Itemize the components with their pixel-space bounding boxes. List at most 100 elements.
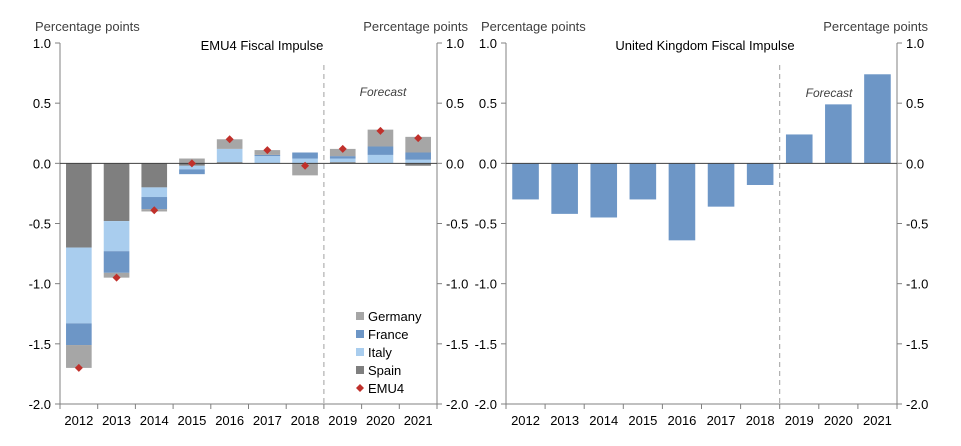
x-tick-label: 2016 — [215, 413, 244, 428]
bar-italy — [292, 158, 318, 164]
bar-italy — [405, 159, 431, 164]
y-axis-label-left: Percentage points — [481, 19, 586, 34]
y-tick-label-left: 0.5 — [479, 96, 497, 111]
x-tick-label: 2020 — [824, 413, 853, 428]
x-tick-label: 2012 — [64, 413, 93, 428]
y-tick-label-left: -1.5 — [475, 337, 497, 352]
bar-italy — [329, 158, 356, 163]
bar-germany — [367, 129, 394, 147]
y-tick-label-right: 0.0 — [446, 156, 464, 171]
marker-emu4 — [376, 126, 385, 135]
y-tick-label-right: 1.0 — [906, 36, 924, 51]
x-tick-label: 2019 — [328, 413, 357, 428]
y-tick-label-left: -0.5 — [29, 217, 51, 232]
bar-spain — [405, 163, 431, 166]
bar-france — [66, 323, 92, 346]
bar-spain — [141, 163, 168, 188]
legend-swatch-emu4 — [356, 384, 364, 392]
forecast-label: Forecast — [360, 85, 407, 99]
marker-emu4 — [112, 273, 121, 282]
y-axis-label-left: Percentage points — [35, 19, 140, 34]
forecast-label: Forecast — [806, 86, 853, 100]
x-tick-label: 2017 — [707, 413, 736, 428]
bar-spain — [66, 163, 92, 248]
chart-title: United Kingdom Fiscal Impulse — [615, 38, 794, 53]
legend-swatch-germany — [356, 312, 364, 320]
bar-germany — [66, 345, 92, 368]
legend-swatch-spain — [356, 366, 364, 374]
x-tick-label: 2018 — [746, 413, 775, 428]
y-tick-label-left: 0.0 — [33, 156, 51, 171]
marker-emu4 — [338, 144, 347, 153]
bar-italy — [179, 165, 205, 170]
x-tick-label: 2014 — [589, 413, 618, 428]
bar-united-kingdom — [629, 163, 657, 200]
legend-label: Germany — [368, 309, 422, 324]
y-tick-label-left: -0.5 — [475, 217, 497, 232]
x-tick-label: 2013 — [102, 413, 131, 428]
x-tick-label: 2016 — [667, 413, 696, 428]
y-axis-label-right: Percentage points — [363, 19, 468, 34]
marker-emu4 — [187, 159, 196, 168]
bar-united-kingdom — [551, 163, 578, 214]
bar-france — [292, 152, 318, 159]
bar-united-kingdom — [512, 163, 539, 200]
x-tick-label: 2013 — [550, 413, 579, 428]
bar-france — [254, 154, 281, 157]
bar-united-kingdom — [785, 134, 813, 164]
x-tick-label: 2021 — [863, 413, 892, 428]
y-tick-label-right: -1.0 — [906, 277, 928, 292]
bar-france — [179, 169, 205, 175]
marker-emu4 — [263, 146, 272, 155]
legend-swatch-france — [356, 330, 364, 338]
bar-italy — [66, 247, 92, 324]
legend-swatch-italy — [356, 348, 364, 356]
y-tick-label-left: 1.0 — [479, 36, 497, 51]
y-tick-label-right: 0.5 — [906, 96, 924, 111]
bar-united-kingdom — [864, 74, 891, 164]
bar-italy — [367, 154, 394, 164]
bar-italy — [254, 156, 281, 164]
y-tick-label-right: -0.5 — [906, 217, 928, 232]
bar-france — [103, 251, 130, 273]
y-tick-label-left: -1.0 — [29, 277, 51, 292]
y-tick-label-right: -0.5 — [446, 217, 468, 232]
y-tick-label-right: 0.0 — [906, 156, 924, 171]
y-tick-label-left: 0.5 — [33, 96, 51, 111]
bar-united-kingdom — [668, 163, 696, 241]
marker-emu4 — [150, 206, 159, 215]
bar-france — [405, 152, 431, 160]
y-tick-label-left: -1.0 — [475, 277, 497, 292]
y-axis-label-right: Percentage points — [823, 19, 928, 34]
y-tick-label-left: 1.0 — [33, 36, 51, 51]
bar-france — [367, 146, 394, 155]
bar-united-kingdom — [746, 163, 774, 185]
y-tick-label-right: -1.5 — [446, 337, 468, 352]
x-tick-label: 2012 — [511, 413, 540, 428]
bar-germany — [216, 139, 243, 149]
bar-united-kingdom — [825, 104, 852, 164]
chart-title: EMU4 Fiscal Impulse — [201, 38, 324, 53]
marker-emu4 — [301, 161, 310, 170]
y-tick-label-left: -2.0 — [475, 397, 497, 412]
bar-spain — [103, 163, 130, 222]
x-tick-label: 2017 — [253, 413, 282, 428]
legend-label: EMU4 — [368, 381, 404, 396]
y-tick-label-left: -1.5 — [29, 337, 51, 352]
x-tick-label: 2014 — [140, 413, 169, 428]
marker-emu4 — [414, 134, 423, 143]
bar-spain — [329, 162, 356, 164]
y-tick-label-right: -2.0 — [906, 397, 928, 412]
bar-france — [141, 197, 168, 210]
legend-label: France — [368, 327, 408, 342]
bar-italy — [141, 187, 168, 198]
x-tick-label: 2015 — [628, 413, 657, 428]
y-tick-label-left: -2.0 — [29, 397, 51, 412]
bar-united-kingdom — [590, 163, 618, 218]
bar-united-kingdom — [707, 163, 735, 207]
bar-italy — [216, 148, 243, 163]
bar-germany — [405, 136, 431, 153]
bar-italy — [103, 221, 130, 252]
x-tick-label: 2020 — [366, 413, 395, 428]
